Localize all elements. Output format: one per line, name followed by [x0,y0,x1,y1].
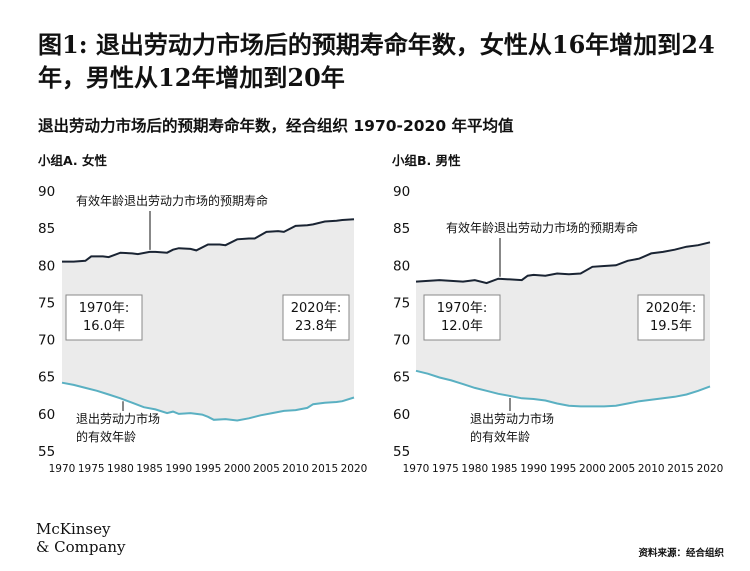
x-tick-label-a: 2005 [253,463,280,475]
exit-line-label-b: 退出劳动力市场 [470,411,554,426]
exit-age-line-a [61,381,355,422]
gap-box-start-text-b: 12.0年 [441,319,483,334]
logo-line-1: McKinsey [36,520,111,538]
x-tick-label-a: 2010 [282,463,309,475]
life-expectancy-line-b [415,241,711,285]
gap-box-end-text-b: 19.5年 [650,319,692,334]
x-tick-label-b: 1990 [520,463,547,475]
mckinsey-logo: McKinsey & Company [36,520,166,556]
y-tick-label-b: 60 [393,407,410,423]
life-line-label-b: 有效年龄退出劳动力市场的预期寿命 [446,220,638,235]
y-tick-label-b: 75 [393,295,410,311]
x-tick-label-a: 1990 [165,463,192,475]
exit-line-label-a: 的有效年龄 [76,429,136,444]
x-tick-label-a: 2015 [311,463,338,475]
y-tick-label-b: 55 [393,444,410,460]
x-tick-label-a: 2000 [224,463,251,475]
y-tick-label-b: 85 [393,221,410,237]
gap-box-start-text-a: 16.0年 [83,319,125,334]
y-tick-label-a: 75 [38,295,55,311]
gap-box-start-b [423,294,501,341]
gap-area-b [416,242,710,407]
x-tick-label-b: 1975 [432,463,459,475]
x-tick-label-a: 1970 [49,463,76,475]
y-tick-label-a: 60 [38,407,55,423]
x-tick-label-b: 2000 [579,463,606,475]
y-tick-label-b: 70 [393,333,410,349]
x-tick-label-b: 2020 [697,463,724,475]
y-tick-label-b: 65 [393,370,410,386]
x-tick-label-b: 1995 [550,463,577,475]
x-tick-label-a: 1995 [195,463,222,475]
gap-box-end-text-b: 2020年: [646,301,696,316]
chart-title: 图1: 退出劳动力市场后的预期寿命年数，女性从16年增加到24年，男性从12年增… [38,30,715,92]
gap-box-start-text-b: 1970年: [437,301,487,316]
y-tick-label-a: 85 [38,221,55,237]
exit-age-line-b [415,369,711,408]
y-tick-label-a: 65 [38,370,55,386]
y-tick-label-a: 70 [38,333,55,349]
x-tick-label-a: 1985 [136,463,163,475]
exit-line-label-b: 的有效年龄 [470,429,530,444]
y-tick-label-a: 80 [38,258,55,274]
y-tick-label-a: 90 [38,184,55,200]
life-line-label-a: 有效年龄退出劳动力市场的预期寿命 [76,193,268,208]
logo-line-2: & Company [36,538,126,556]
gap-box-end-text-a: 23.8年 [295,319,337,334]
gap-box-end-b [637,294,705,341]
source-note: 资料来源：经合组织 [638,548,724,559]
y-tick-label-b: 80 [393,258,410,274]
panel-a-label: 小组A. 女性 [38,153,108,168]
x-tick-label-b: 1980 [461,463,488,475]
chart-subtitle: 退出劳动力市场后的预期寿命年数，经合组织 1970-2020 年平均值 [38,117,514,135]
x-tick-label-b: 1985 [491,463,518,475]
x-tick-label-b: 2015 [667,463,694,475]
x-tick-label-a: 1975 [78,463,105,475]
y-tick-label-a: 55 [38,444,55,460]
y-tick-label-b: 90 [393,184,410,200]
gap-box-start-text-a: 1970年: [79,301,129,316]
gap-area-a [62,219,354,421]
life-expectancy-line-a [62,218,355,263]
x-tick-label-b: 2005 [608,463,635,475]
x-tick-label-a: 2020 [341,463,368,475]
gap-box-end-text-a: 2020年: [291,301,341,316]
panel-b-label: 小组B. 男性 [392,153,461,168]
exit-line-label-a: 退出劳动力市场 [76,411,160,426]
gap-box-end-a [282,294,350,341]
x-tick-label-b: 1970 [403,463,430,475]
x-tick-label-a: 1980 [107,463,134,475]
gap-box-start-a [65,294,143,341]
x-tick-label-b: 2010 [638,463,665,475]
